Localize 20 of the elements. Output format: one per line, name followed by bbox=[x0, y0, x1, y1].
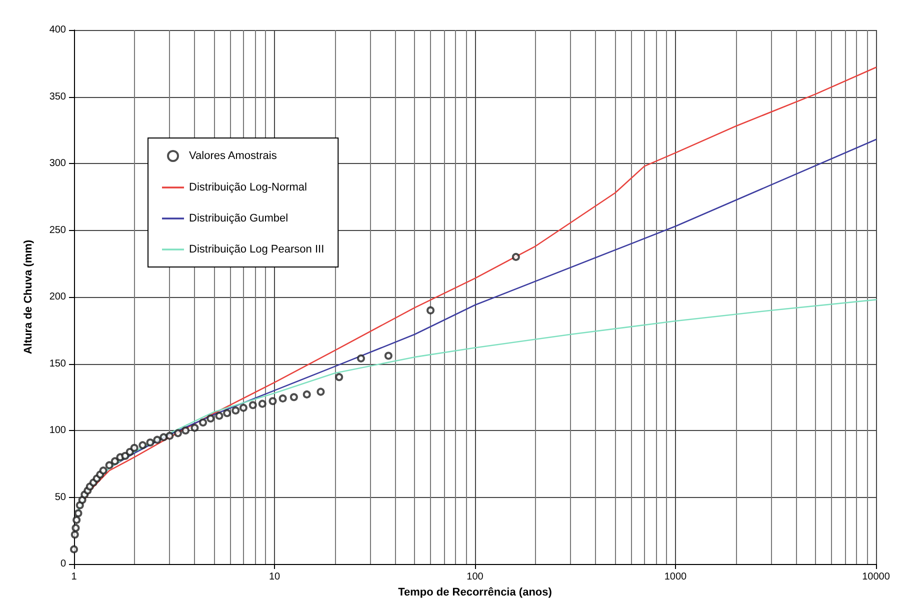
legend-label: Valores Amostrais bbox=[189, 150, 278, 162]
y-axis-title: Altura de Chuva (mm) bbox=[22, 240, 34, 354]
y-tick-label: 400 bbox=[49, 24, 66, 36]
y-tick-label: 150 bbox=[49, 358, 66, 370]
legend-label: Distribuição Log Pearson III bbox=[189, 244, 324, 256]
y-tick-label: 0 bbox=[60, 558, 66, 570]
x-tick-label: 10 bbox=[268, 572, 280, 582]
y-tick-label: 200 bbox=[49, 292, 66, 302]
x-tick-label: 1 bbox=[71, 572, 78, 582]
y-tick-label: 250 bbox=[49, 224, 66, 236]
x-tick-label: 100 bbox=[466, 572, 484, 582]
y-tick-label: 300 bbox=[49, 158, 66, 169]
x-tick-label: 1000 bbox=[664, 572, 688, 582]
x-axis-title: Tempo de Recorrência (anos) bbox=[398, 586, 552, 598]
y-tick-label: 100 bbox=[49, 425, 66, 436]
legend-label: Distribuição Log-Normal bbox=[189, 182, 307, 194]
legend-label: Distribuição Gumbel bbox=[189, 212, 288, 224]
y-tick-label: 50 bbox=[54, 492, 66, 503]
x-tick-label: 10000 bbox=[862, 572, 890, 582]
y-tick-label: 350 bbox=[49, 91, 66, 102]
